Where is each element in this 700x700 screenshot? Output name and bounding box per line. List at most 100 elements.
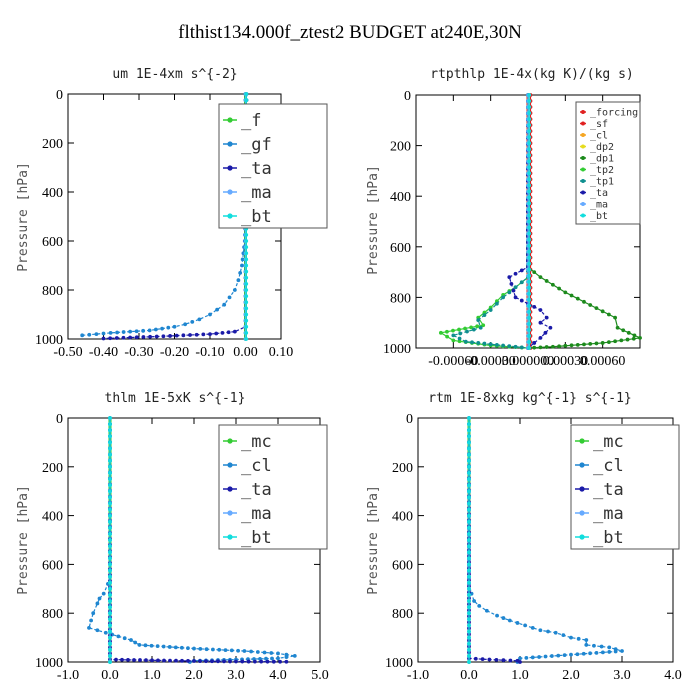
- thlm-data-point-cl: [173, 645, 178, 650]
- rtm-legend-label-cl: _cl: [593, 456, 624, 476]
- um-data-point-ta: [108, 336, 113, 341]
- thlm-data-point-ta: [144, 658, 148, 663]
- rtm-data-point-cl: [620, 649, 624, 653]
- rtm-data-point-bt: [467, 416, 471, 420]
- thlm-x-tick-label: 4.0: [269, 668, 287, 683]
- thlm-data-point-ta: [234, 659, 238, 664]
- rtpthlp-data-point-bt: [527, 165, 532, 170]
- rtpthlp-data-point-dp1: [557, 344, 562, 349]
- rtm-data-point-bt: [467, 586, 471, 591]
- rtpthlp-data-point-bt: [527, 315, 532, 320]
- thlm-data-point-ta: [210, 659, 214, 664]
- rtpthlp-data-point-dp1: [544, 345, 549, 349]
- rtpthlp-y-tick-label: 800: [390, 291, 411, 306]
- um-x-tick-label: -0.20: [160, 345, 189, 360]
- thlm-data-point-bt: [108, 660, 112, 664]
- thlm-data-point-bt: [108, 629, 112, 634]
- rtpthlp-legend-label-sf: _sf: [590, 119, 608, 130]
- rtpthlp-data-point-tp1: [476, 341, 481, 345]
- thlm-data-point-bt: [108, 495, 112, 500]
- um-data-point-gf: [94, 332, 99, 336]
- um-x-tick-label: -0.50: [53, 345, 82, 360]
- um-data-point-ta: [181, 333, 186, 338]
- um-data-point-ta: [168, 334, 172, 338]
- thlm-data-point-cl: [270, 656, 274, 661]
- rtm-data-point-cl: [584, 638, 589, 642]
- rtpthlp-data-point-tp2: [438, 330, 443, 335]
- thlm-data-point-bt: [108, 654, 112, 658]
- um-data-point-gf: [240, 257, 245, 262]
- rtpthlp-series-line-ta: [508, 95, 552, 349]
- thlm-data-point-cl: [161, 644, 166, 649]
- um-data-point-gf: [236, 278, 241, 283]
- thlm-y-tick-label: 400: [42, 510, 63, 525]
- thlm-y-tick-label: 1000: [35, 656, 63, 671]
- thlm-data-point-cl: [97, 596, 102, 601]
- rtpthlp-data-point-bt: [527, 135, 532, 140]
- rtm-chart-title: rtm 1E-8xkg kg^{-1} s^{-1}: [428, 391, 632, 406]
- rtpthlp-data-point-bt: [527, 189, 532, 194]
- rtm-data-point-cl: [484, 608, 489, 613]
- thlm-data-point-bt: [108, 647, 112, 652]
- um-legend-marker-bt: [227, 213, 233, 219]
- rtm-data-point-bt: [467, 483, 471, 487]
- rtm-data-point-cl: [523, 623, 527, 628]
- thlm-legend-marker-ma: [227, 510, 233, 516]
- thlm-data-point-bt: [108, 617, 112, 622]
- rtpthlp-legend-marker-bt: [581, 213, 585, 218]
- um-data-point-bt: [244, 257, 249, 262]
- rtpthlp-data-point-bt: [527, 219, 532, 224]
- rtpthlp-data-point-tp1: [488, 342, 493, 347]
- rtpthlp-legend-marker-tp1: [581, 179, 585, 183]
- um-data-point-bt: [244, 263, 249, 268]
- um-data-point-ta: [214, 331, 219, 336]
- thlm-legend-box: [218, 424, 328, 550]
- rtm-data-point-cl: [530, 655, 535, 660]
- thlm-data-point-bt: [108, 464, 112, 469]
- thlm-data-point-bt: [108, 605, 112, 609]
- thlm-data-point-bt: [108, 452, 112, 457]
- rtpthlp-data-point-dp1: [532, 270, 537, 274]
- rtm-data-point-cl: [562, 653, 567, 658]
- um-data-point-gf: [197, 317, 202, 322]
- rtpthlp-legend-label-dp2: _dp2: [590, 142, 614, 153]
- thlm-data-point-cl: [192, 646, 196, 651]
- thlm-data-point-cl: [229, 648, 234, 653]
- rtpthlp-data-point-bt: [527, 285, 532, 290]
- um-data-point-gf: [215, 307, 220, 312]
- rtpthlp-data-point-bt: [527, 213, 532, 218]
- rtm-data-point-ta: [508, 658, 513, 663]
- thlm-data-point-ta: [114, 657, 118, 662]
- rtpthlp-data-point-bt: [527, 159, 532, 164]
- rtm-data-point-bt: [467, 538, 471, 542]
- rtpthlp-legend-label-forcing: _forcing: [590, 108, 638, 119]
- um-data-point-ta: [174, 333, 179, 338]
- rtpthlp-data-point-tp1: [494, 301, 499, 306]
- rtpthlp-data-point-ta: [509, 282, 514, 286]
- rtpthlp-x-tick-label: -0.00030: [466, 354, 516, 369]
- rtpthlp-x-tick-label: 0.000000: [502, 354, 555, 369]
- thlm-data-point-cl: [143, 643, 148, 648]
- um-y-tick-label: 400: [42, 186, 63, 201]
- thlm-data-point-cl: [198, 646, 203, 651]
- rtpthlp-data-point-dp1: [569, 343, 574, 348]
- thlm-data-point-bt: [108, 641, 112, 646]
- rtm-data-point-bt: [467, 489, 471, 494]
- um-data-point-ta: [226, 330, 231, 335]
- rtm-data-point-bt: [467, 568, 471, 573]
- rtm-data-point-bt: [467, 428, 471, 433]
- rtpthlp-data-point-bt: [527, 201, 532, 206]
- rtpthlp-data-point-dp1: [631, 336, 636, 341]
- rtm-data-point-cl: [607, 645, 612, 650]
- um-data-point-ta: [148, 334, 152, 339]
- rtpthlp-data-point-dp1: [550, 344, 555, 349]
- thlm-data-point-cl: [249, 649, 254, 654]
- um-data-point-gf: [87, 332, 92, 337]
- thlm-data-point-ta: [120, 657, 124, 662]
- um-x-tick-label: -0.40: [89, 345, 118, 360]
- rtm-data-point-cl: [599, 644, 604, 649]
- rtpthlp-legend-marker-tp2: [581, 167, 585, 172]
- rtpthlp-budget-chart: rtpthlp 1E-4x(kg K)/(kg s) Pressure [hPa…: [366, 67, 643, 369]
- rtm-data-point-cl: [546, 629, 550, 634]
- thlm-legend-label-ma: _ma: [241, 504, 272, 524]
